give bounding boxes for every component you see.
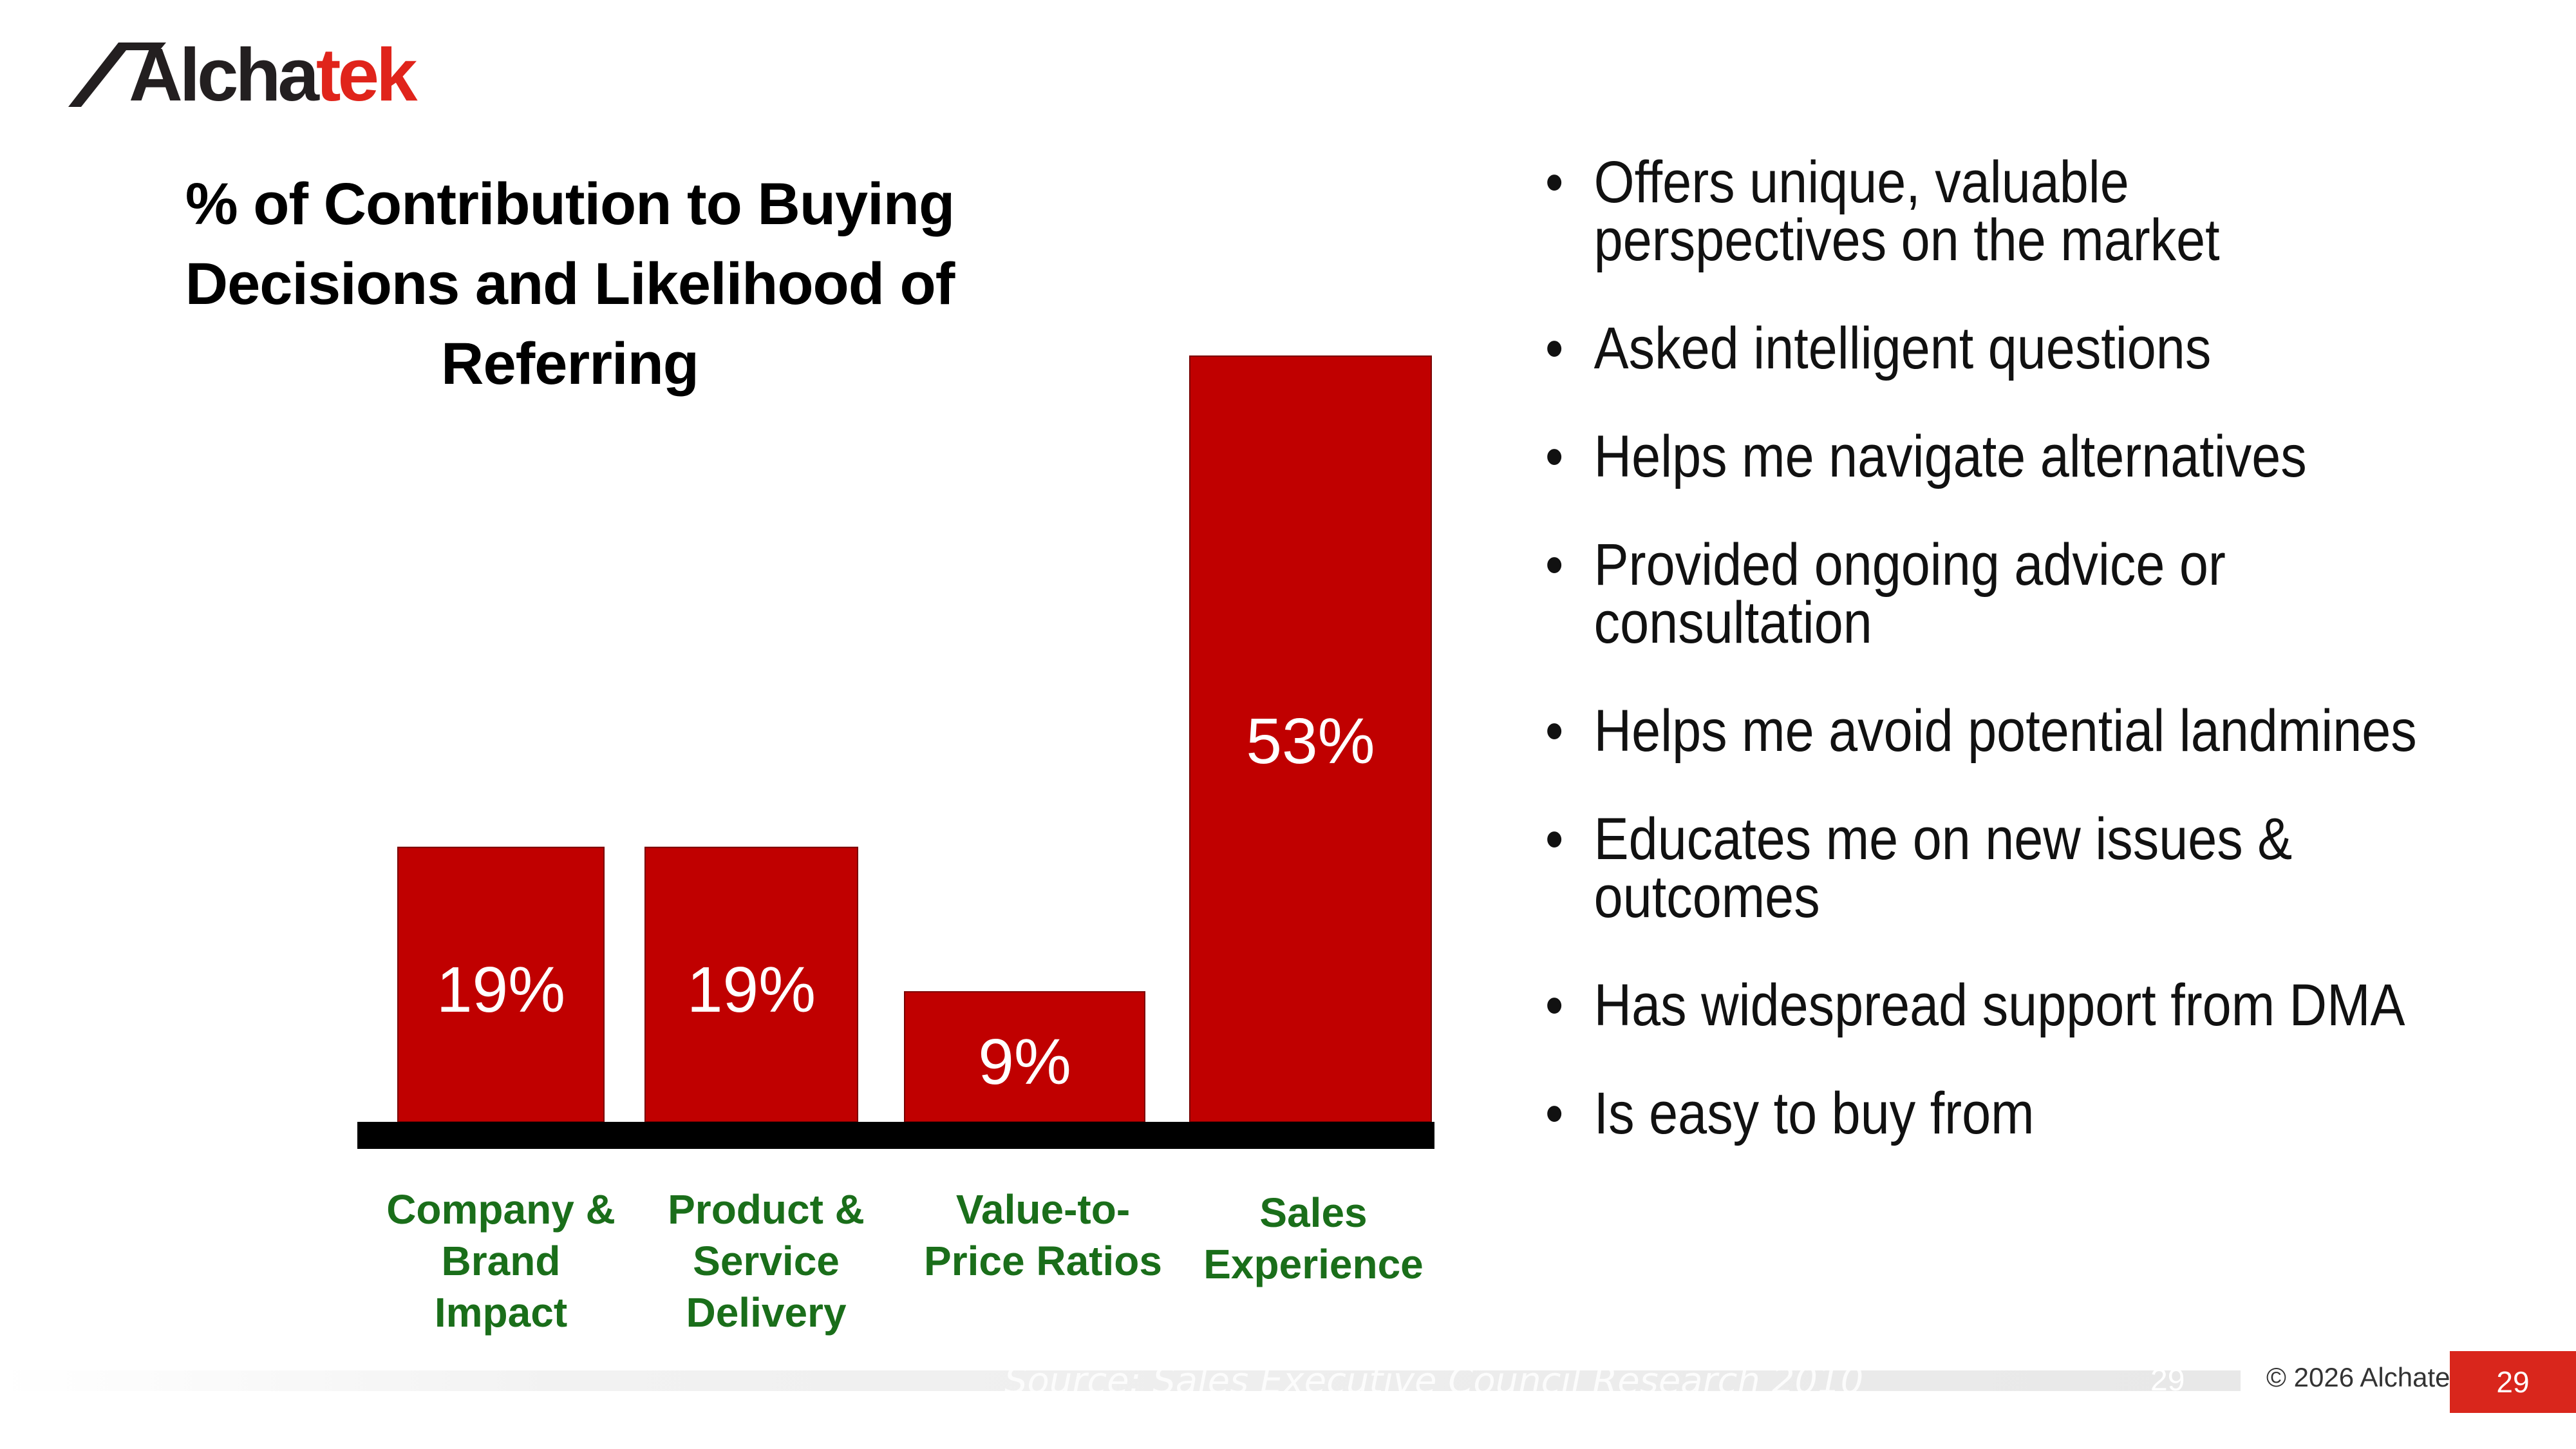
bullet-text: Provided ongoing advice or consultation (1594, 532, 2226, 656)
bullet-dot-icon: • (1545, 972, 1564, 1038)
x-tick-label-line: Company & (386, 1186, 616, 1233)
x-tick-label: Company & Brand Impact (386, 1186, 616, 1336)
bar-value-label: 9% (978, 1026, 1071, 1098)
bullet-item: • Asked intelligent questions (1545, 316, 2429, 381)
logo-wordmark: Alchatek (129, 33, 418, 115)
x-tick-label: Sales Experience (1203, 1189, 1424, 1287)
x-tick-label-line: Product & (668, 1186, 865, 1233)
bar (1189, 355, 1432, 1122)
bullet-item: • Offers unique, valuable perspectives on… (1545, 149, 2429, 270)
bullet-dot-icon: • (1545, 1081, 1564, 1146)
benefits-bullet-list: • Offers unique, valuable perspectives on… (1545, 153, 2550, 1193)
alchatek-logo: Alchatek (68, 33, 421, 115)
bullet-text: Has widespread support from DMA (1594, 972, 2405, 1038)
bullet-dot-icon: • (1545, 424, 1564, 489)
bar-value-label: 53% (1246, 705, 1375, 777)
bars-group: 19% 19% 9% 53% (397, 355, 1432, 1123)
bullet-text: Helps me avoid potential landmines (1594, 698, 2417, 764)
bullet-item: • Has widespread support from DMA (1545, 972, 2429, 1038)
bullet-dot-icon: • (1545, 698, 1564, 764)
bullet-text: Asked intelligent questions (1594, 316, 2212, 381)
x-tick-label-line: Service (693, 1238, 840, 1284)
logo-text-red: tek (316, 33, 418, 115)
x-tick-label-line: Sales (1259, 1189, 1367, 1236)
bullet-item: • Provided ongoing advice or consultation (1545, 532, 2429, 652)
logo-text-dark: Alcha (129, 33, 320, 115)
bullet-item: • Is easy to buy from (1545, 1081, 2429, 1146)
page-number: 29 (2496, 1365, 2530, 1399)
bullet-item: • Educates me on new issues & outcomes (1545, 806, 2429, 927)
bullet-item: • Helps me navigate alternatives (1545, 424, 2429, 489)
chart-title: % of Contribution to Buying Decisions an… (185, 171, 955, 397)
bar-value-label: 19% (437, 954, 565, 1026)
bullet-text: Helps me navigate alternatives (1594, 424, 2307, 489)
bar (644, 846, 858, 1123)
x-tick-label-line: Delivery (686, 1289, 846, 1336)
x-tick-label-line: Brand (442, 1238, 561, 1284)
page-number-badge: 29 (2450, 1351, 2576, 1413)
bar (904, 991, 1145, 1123)
x-tick-label-line: Impact (435, 1289, 567, 1336)
bullet-dot-icon: • (1545, 149, 1564, 215)
bar (397, 846, 605, 1123)
bullet-text: Educates me on new issues & outcomes (1594, 806, 2293, 930)
bullet-text: Is easy to buy from (1594, 1081, 2035, 1146)
bullet-dot-icon: • (1545, 316, 1564, 381)
bullet-text: Offers unique, valuable perspectives on … (1594, 149, 2220, 273)
bullet-item: • Helps me avoid potential landmines (1545, 698, 2429, 764)
chart-baseline (357, 1122, 1434, 1149)
copyright-text: © 2026 Alchatek (2266, 1362, 2464, 1392)
x-tick-label-line: Value-to- (956, 1186, 1130, 1233)
logo-swoosh-icon (68, 43, 166, 107)
x-tick-label: Product & Service Delivery (668, 1186, 865, 1336)
bullet-dot-icon: • (1545, 806, 1564, 872)
footer-band (0, 1370, 2241, 1391)
source-note: Source: Sales Executive Council Research… (1004, 1360, 1864, 1402)
x-tick-label-line: Price Ratios (924, 1238, 1162, 1284)
x-tick-label: Value-to- Price Ratios (924, 1186, 1162, 1284)
bullet-dot-icon: • (1545, 532, 1564, 598)
bar-value-label: 19% (687, 954, 816, 1026)
ghost-page-number: 29 (2150, 1363, 2185, 1397)
x-tick-label-line: Experience (1203, 1241, 1424, 1287)
